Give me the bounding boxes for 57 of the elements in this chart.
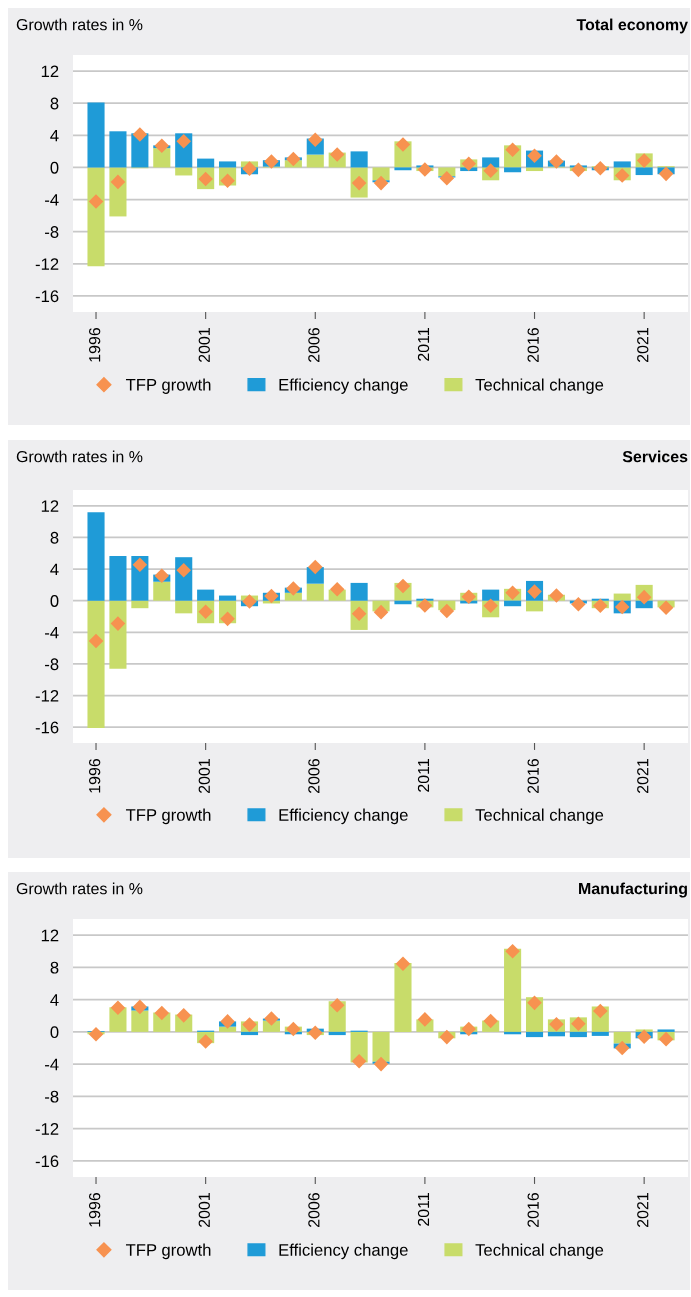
y-axis-title: Growth rates in %: [16, 18, 143, 31]
y-tick-label: -12: [35, 258, 59, 270]
x-tick-label: 1996: [89, 758, 101, 793]
y-tick-label: 4: [50, 994, 59, 1006]
y-tick-label: -8: [45, 1090, 59, 1103]
y-tick-label: 12: [41, 500, 59, 512]
legend-label: Technical change: [475, 1243, 604, 1260]
x-tick-label: 2016: [527, 1192, 539, 1227]
y-tick-label: -12: [35, 689, 59, 702]
legend-label: TFP growth: [125, 808, 211, 825]
x-tick-label: 2021: [637, 328, 649, 362]
legend-label: TFP growth: [125, 378, 211, 394]
y-tick-label: -16: [35, 721, 59, 734]
x-tick-label: 2011: [417, 759, 430, 792]
legend-label: Efficiency change: [279, 378, 408, 394]
chart-title: Manufacturing: [579, 882, 687, 898]
x-tick-label: 2011: [417, 1193, 430, 1226]
x-tick-label: 2001: [198, 759, 210, 793]
x-tick-label: 2021: [637, 759, 649, 793]
y-tick-label: 4: [50, 563, 59, 576]
y-tick-label: -4: [45, 1058, 59, 1071]
y-tick-label: 0: [50, 595, 59, 607]
chart-title: Services: [622, 450, 688, 463]
x-tick-label: 2011: [417, 328, 430, 361]
y-tick-label: -4: [45, 626, 59, 639]
x-tick-label: 2006: [308, 327, 320, 362]
legend-label: TFP growth: [125, 1243, 211, 1260]
y-tick-label: 12: [41, 65, 59, 78]
chart-title: Total economy: [576, 18, 688, 34]
x-tick-label: 2016: [527, 758, 539, 793]
y-tick-label: -8: [45, 226, 59, 238]
x-tick-label: 1996: [89, 1192, 101, 1227]
y-tick-label: 4: [50, 129, 59, 142]
y-tick-label: 12: [41, 929, 59, 942]
legend-label: Technical change: [475, 808, 604, 825]
y-tick-label: 0: [50, 1026, 59, 1039]
x-tick-label: 2016: [527, 327, 539, 362]
y-axis-title: Growth rates in %: [16, 882, 143, 895]
y-tick-label: -4: [45, 194, 59, 206]
legend-label: Efficiency change: [279, 808, 408, 825]
x-tick-label: 2001: [198, 1193, 210, 1227]
y-tick-label: 0: [50, 161, 59, 174]
legend-label: Efficiency change: [279, 1243, 408, 1260]
y-tick-label: 8: [50, 961, 59, 974]
x-tick-label: 2001: [198, 328, 210, 362]
y-tick-label: -16: [35, 1155, 59, 1168]
y-tick-label: -16: [35, 290, 59, 303]
y-tick-label: -12: [35, 1123, 59, 1135]
y-tick-label: 8: [50, 97, 59, 110]
y-tick-label: -8: [45, 658, 59, 671]
x-tick-label: 2021: [637, 1193, 649, 1227]
y-tick-label: 8: [50, 531, 59, 544]
y-axis-title: Growth rates in %: [16, 450, 143, 463]
legend-label: Technical change: [475, 378, 604, 394]
x-tick-label: 2006: [308, 1192, 320, 1227]
x-tick-label: 2006: [308, 758, 320, 793]
x-tick-label: 1996: [89, 327, 101, 362]
